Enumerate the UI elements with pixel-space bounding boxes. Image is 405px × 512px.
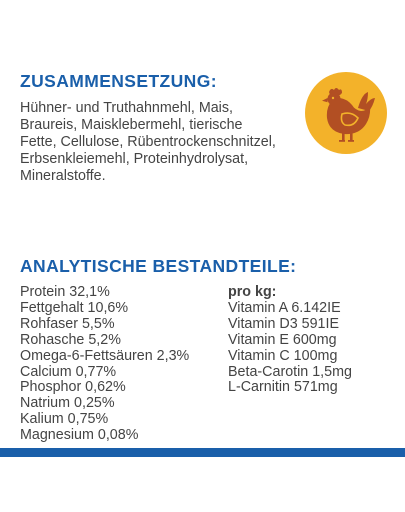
composition-line: Erbsenkleiemehl, Proteinhydrolysat, bbox=[20, 151, 249, 167]
constituent-item: Protein 32,1% bbox=[20, 284, 110, 300]
constituent-item: Kalium 0,75% bbox=[20, 411, 109, 428]
chicken-icon bbox=[305, 72, 387, 154]
composition-line: Hühner- und Truthahnmehl, Mais, bbox=[20, 100, 233, 116]
constituent-item: Calcium 0,77% bbox=[20, 363, 117, 380]
analysis-heading: ANALYTISCHE BESTANDTEILE: bbox=[20, 256, 297, 276]
constituent-item: Omega-6-Fettsäuren 2,3% bbox=[20, 347, 190, 364]
composition-line: Braureis, Maisklebermehl, tierische bbox=[20, 117, 243, 133]
additive-item: Vitamin A 6.142IE bbox=[228, 299, 341, 316]
constituent-item: Rohfaser 5,5% bbox=[20, 315, 115, 332]
composition-line: Mineralstoffe. bbox=[20, 168, 106, 184]
constituents-list: Protein 32,1% Fettgehalt 10,6% Rohfaser … bbox=[20, 284, 190, 444]
constituent-item: Natrium 0,25% bbox=[20, 395, 115, 412]
constituent-item: Fettgehalt 10,6% bbox=[20, 299, 129, 316]
additives-heading: pro kg: bbox=[228, 284, 277, 300]
additive-item: Vitamin E 600mg bbox=[228, 331, 337, 348]
footer-bar bbox=[0, 448, 405, 457]
constituent-item: Magnesium 0,08% bbox=[20, 427, 139, 444]
additive-item: Vitamin C 100mg bbox=[228, 347, 338, 364]
constituent-item: Rohasche 5,2% bbox=[20, 331, 121, 348]
composition-heading: ZUSAMMENSETZUNG: bbox=[20, 71, 217, 91]
chicken-badge bbox=[305, 72, 387, 154]
composition-text: Hühner- und Truthahnmehl, Mais, Braureis… bbox=[20, 100, 310, 185]
composition-line: Fette, Cellulose, Rübentrockenschnitzel, bbox=[20, 134, 276, 150]
additives-list: pro kg: Vitamin A 6.142IE Vitamin D3 591… bbox=[228, 284, 352, 396]
additive-item: Beta-Carotin 1,5mg bbox=[228, 363, 352, 380]
constituent-item: Phosphor 0,62% bbox=[20, 379, 126, 396]
additive-item: Vitamin D3 591IE bbox=[228, 315, 339, 332]
additive-item: L-Carnitin 571mg bbox=[228, 379, 338, 396]
